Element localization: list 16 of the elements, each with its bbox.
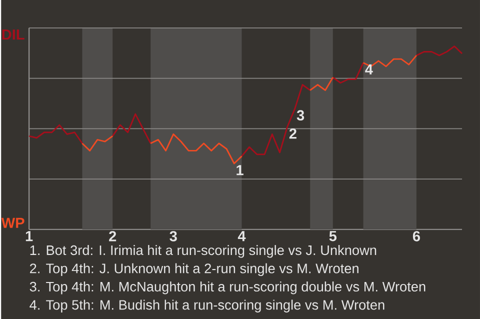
- x-tick-label: 2: [109, 230, 116, 242]
- text: WP: [1, 218, 24, 228]
- text: 4. Top 5th: M. Budish hit a run-scoring single vs M. Wroten: [30, 300, 384, 312]
- annotation: 2: [289, 128, 296, 139]
- annotation: 3: [296, 110, 304, 120]
- x-tick-label: 4: [238, 230, 246, 241]
- x-tick-label: 5: [329, 230, 337, 242]
- x-tick-label: 1: [26, 230, 33, 241]
- text: 1. Bot 3rd: I. Irimia hit a run-scoring single vs J. Unknown: [30, 244, 376, 258]
- x-tick-label: 3: [170, 230, 177, 242]
- text: 3. Top 4th: M. McNaughton hit a run-scoring double vs M. Wroten: [30, 281, 426, 294]
- annotation: 1: [236, 164, 244, 176]
- text: 2. Top 4th: J. Unknown hit a 2-run single vs M. Wroten: [30, 263, 358, 276]
- annotation: 4: [365, 64, 373, 74]
- text: DIL: [2, 29, 24, 40]
- x-tick-label: 6: [412, 230, 420, 242]
